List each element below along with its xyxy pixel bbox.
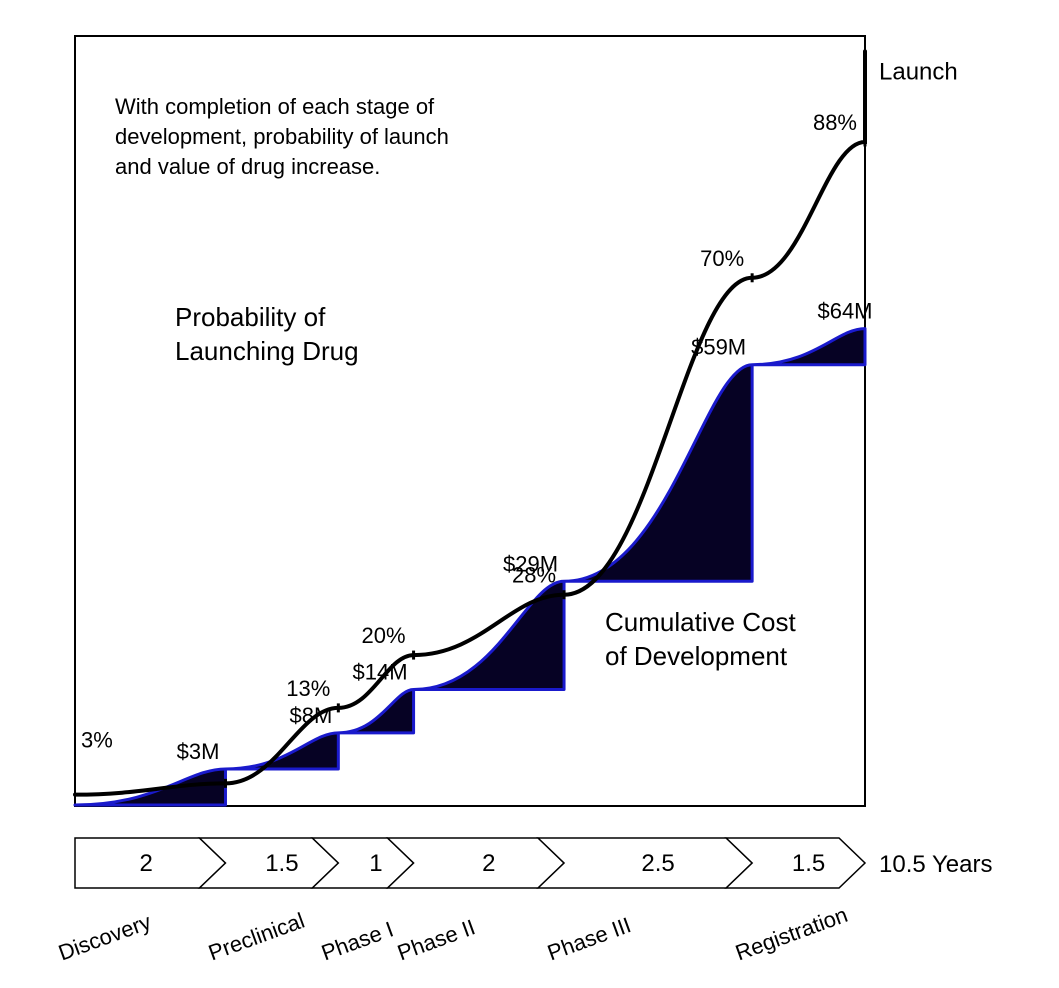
timeline-duration: 2 <box>482 850 495 877</box>
timeline-duration: 2 <box>140 850 153 877</box>
prob-label: 70% <box>700 246 744 271</box>
chart-container: $3M$8M$14M$29M$59M$64M3%13%20%28%70%88%L… <box>0 0 1059 988</box>
cost-label: $8M <box>290 703 333 728</box>
timeline-duration: 1.5 <box>792 850 825 877</box>
caption-line: With completion of each stage of <box>115 94 435 119</box>
prob-label: 28% <box>512 563 556 588</box>
prob-label: 3% <box>81 727 113 752</box>
prob-label: 88% <box>813 110 857 135</box>
launch-label: Launch <box>879 58 958 85</box>
probability-title: Probability of <box>175 302 326 332</box>
timeline-duration: 2.5 <box>641 850 674 877</box>
probability-title: Launching Drug <box>175 336 359 366</box>
timeline-total: 10.5 Years <box>879 851 992 878</box>
cost-title: Cumulative Cost <box>605 607 797 637</box>
prob-label: 20% <box>362 623 406 648</box>
cost-title: of Development <box>605 641 788 671</box>
cost-label: $64M <box>817 299 872 324</box>
prob-label: 13% <box>286 676 330 701</box>
caption-line: development, probability of launch <box>115 124 449 149</box>
caption-line: and value of drug increase. <box>115 154 380 179</box>
chart-svg: $3M$8M$14M$29M$59M$64M3%13%20%28%70%88%L… <box>0 0 1059 988</box>
timeline-duration: 1.5 <box>265 850 298 877</box>
cost-label: $3M <box>177 739 220 764</box>
timeline-segment <box>388 838 564 888</box>
timeline-duration: 1 <box>369 850 382 877</box>
